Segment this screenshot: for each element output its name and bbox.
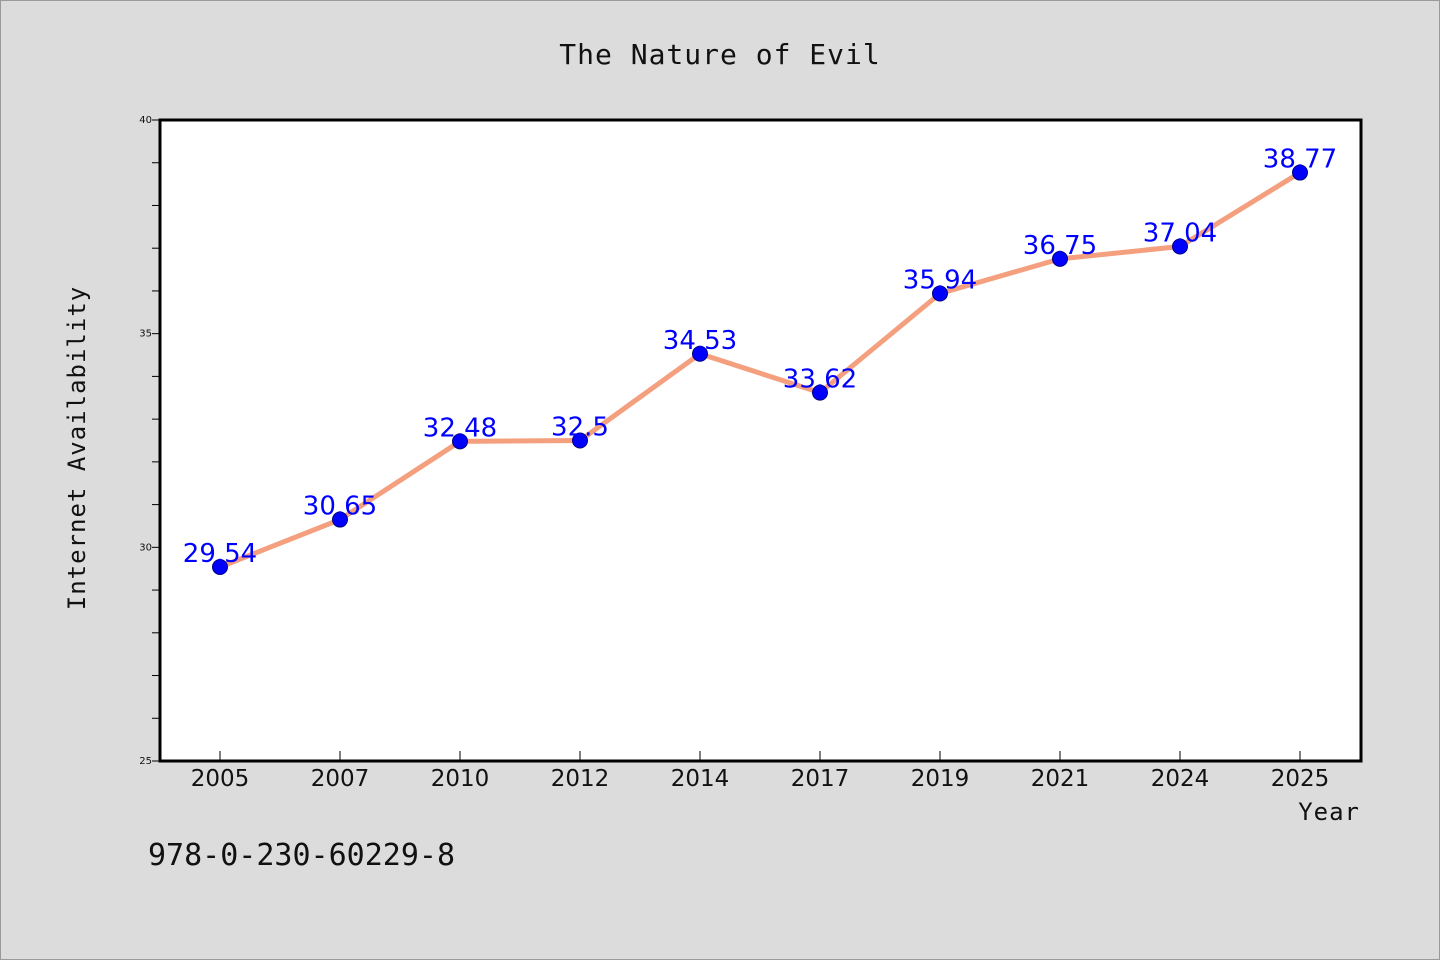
data-label: 32.5	[551, 413, 609, 443]
data-point	[332, 511, 348, 528]
data-point	[1052, 250, 1068, 267]
x-tick-label: 2007	[311, 766, 370, 792]
data-label: 37.04	[1143, 218, 1217, 248]
data-label: 29.54	[183, 539, 257, 569]
x-tick-label: 2019	[911, 766, 970, 792]
series-layer	[212, 164, 1308, 575]
x-axis-label: Year	[1298, 798, 1360, 826]
x-axis: 2005 2007 2010 2012 2014 2017 2019 2021 2024 2025	[191, 751, 1330, 792]
data-point	[452, 433, 468, 450]
data-point	[572, 432, 588, 449]
data-label: 32.48	[423, 413, 497, 443]
data-label: 34.53	[663, 326, 737, 356]
y-tick-label: 30	[139, 542, 152, 553]
data-point	[212, 558, 228, 575]
y-tick-label: 40	[139, 115, 152, 126]
data-point	[932, 285, 948, 302]
data-label-layer: 29.54 30.65 32.48 32.5 34.53 33.62 35.94 36.75 3…	[183, 145, 1337, 569]
data-label: 33.62	[783, 365, 857, 395]
x-tick-label: 2021	[1031, 766, 1090, 792]
series-line	[217, 170, 1303, 570]
data-label: 38.77	[1263, 145, 1337, 175]
isbn-text: 978-0-230-60229-8	[148, 838, 455, 873]
data-point	[1292, 164, 1308, 181]
data-label: 30.65	[303, 492, 377, 522]
y-tick-label: 35	[139, 329, 152, 340]
y-tick-label: 25	[139, 756, 152, 767]
data-point	[1172, 238, 1188, 255]
x-tick-label: 2014	[671, 766, 730, 792]
y-axis: 25 30 35 40	[139, 115, 160, 767]
y-axis-label: Internet Availability	[63, 286, 91, 610]
x-tick-label: 2025	[1271, 766, 1330, 792]
data-label: 35.94	[903, 265, 977, 295]
chart-title: The Nature of Evil	[559, 38, 880, 71]
x-tick-label: 2010	[431, 766, 490, 792]
x-tick-label: 2024	[1151, 766, 1210, 792]
plot-area	[158, 118, 1363, 763]
x-tick-label: 2012	[551, 766, 610, 792]
data-point	[812, 384, 828, 401]
x-tick-label: 2005	[191, 766, 250, 792]
x-tick-label: 2017	[791, 766, 850, 792]
data-label: 36.75	[1023, 231, 1097, 261]
data-point	[692, 345, 708, 362]
